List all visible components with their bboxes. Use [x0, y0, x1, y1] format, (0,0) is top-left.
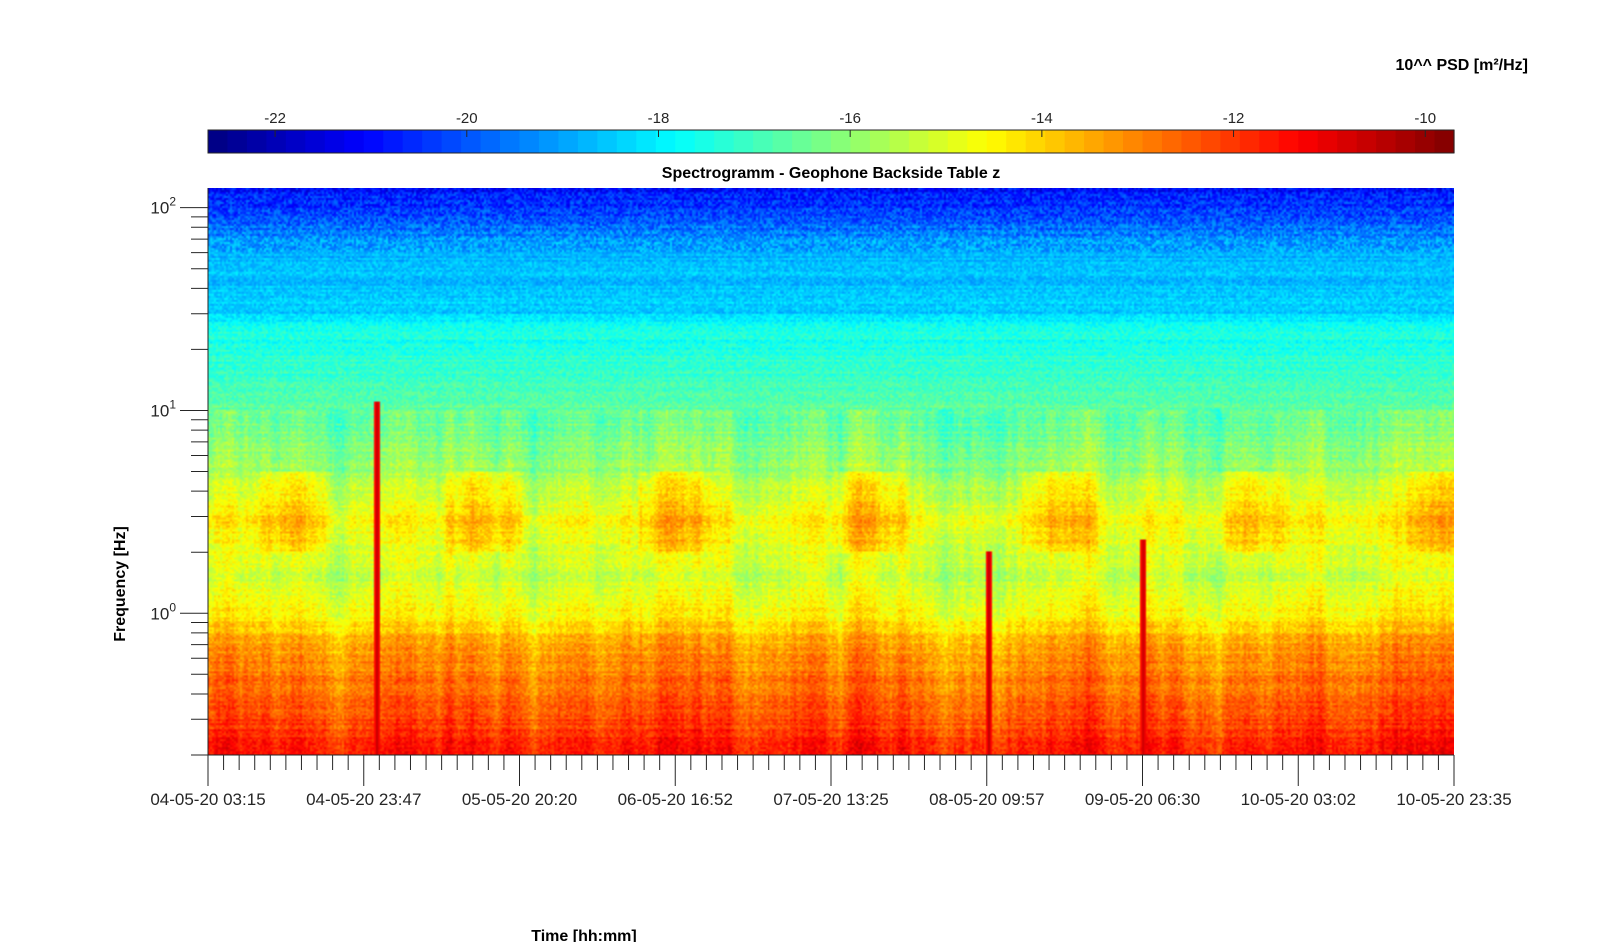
colorbar-bin [655, 130, 676, 153]
colorbar-bin [480, 130, 501, 153]
colorbar-bin [908, 130, 929, 153]
colorbar-bin [1376, 130, 1397, 153]
colorbar-bin [1142, 130, 1163, 153]
colorbar-tick-label: -18 [648, 110, 670, 127]
colorbar-ticks: -22 -20 -18 -16 -14 -12 -10 [264, 110, 1436, 137]
colorbar-tick-label: -16 [839, 110, 861, 127]
plot-area: 100 101 102 04-05-20 03:15 04-05-20 23:47 05… [150, 188, 1512, 809]
colorbar-bin [947, 130, 968, 153]
colorbar-bin [1434, 130, 1455, 153]
colorbar-bin [869, 130, 891, 153]
colorbar-bin [246, 130, 268, 153]
colorbar-bin [577, 130, 598, 153]
colorbar-bin [928, 130, 949, 153]
colorbar-bin [1337, 130, 1358, 153]
colorbar-bin [792, 130, 813, 153]
colorbar-label: 10^^ PSD [m²/Hz] [1396, 57, 1528, 74]
colorbar-bin [714, 130, 735, 153]
colorbar-bin [831, 130, 852, 153]
colorbar-bin [285, 130, 306, 153]
colorbar-bin [1006, 130, 1027, 153]
colorbar-bin [675, 130, 696, 153]
colorbar-frame [207, 129, 1455, 154]
colorbar-bin [1123, 130, 1144, 153]
colorbar-bin [208, 130, 229, 153]
colorbar-tick-label: -20 [456, 110, 478, 127]
colorbar-bin [402, 130, 423, 153]
y-tick-label: 100 [150, 600, 176, 623]
x-tick-label: 04-05-20 03:15 [150, 790, 265, 809]
colorbar-bin [1220, 130, 1241, 153]
colorbar-bin [500, 130, 521, 153]
colorbar-bin [986, 130, 1007, 153]
colorbar-bin [597, 130, 618, 153]
colorbar-bin [1103, 130, 1124, 153]
x-tick-label: 08-05-20 09:57 [929, 790, 1044, 809]
colorbar-bin [811, 130, 832, 153]
colorbar-bin [1259, 130, 1280, 153]
y-tick-label: 101 [150, 397, 176, 420]
colorbar-tick-label: -14 [1031, 110, 1053, 127]
x-axis: 04-05-20 03:15 04-05-20 23:47 05-05-20 20:… [150, 754, 1512, 809]
x-tick-label: 05-05-20 20:20 [462, 790, 577, 809]
colorbar-bin [227, 130, 248, 153]
colorbar-bin [1298, 130, 1319, 153]
colorbar-bin [1278, 130, 1299, 153]
colorbar-bin [1395, 130, 1416, 153]
colorbar-bin [694, 130, 715, 153]
colorbar-bin [967, 130, 988, 153]
colorbar-bin [772, 130, 793, 153]
colorbar-bin [1064, 130, 1085, 153]
colorbar-bin [422, 130, 443, 153]
x-tick-label: 04-05-20 23:47 [306, 790, 421, 809]
colorbar-tick-label: -22 [264, 110, 286, 127]
colorbar-bin [1356, 130, 1377, 153]
colorbar-bin [1200, 130, 1221, 153]
colorbar: -22 -20 -18 -16 -14 -12 -10 [207, 110, 1455, 154]
colorbar-tick-label: -12 [1223, 110, 1245, 127]
colorbar-bin [266, 130, 287, 153]
colorbar-bin [441, 130, 462, 153]
colorbar-bin [1239, 130, 1260, 153]
colorbar-bin [616, 130, 637, 153]
y-tick-label: 102 [150, 195, 176, 218]
colorbar-bin [344, 130, 365, 153]
colorbar-bin [1317, 130, 1338, 153]
colorbar-bin [461, 130, 482, 153]
colorbar-gradient [208, 130, 1455, 153]
colorbar-bin [753, 130, 774, 153]
colorbar-bin [1025, 130, 1046, 153]
colorbar-bin [538, 130, 560, 153]
colorbar-bin [324, 130, 345, 153]
colorbar-bin [363, 130, 384, 153]
colorbar-bin [1045, 130, 1066, 153]
x-tick-label: 09-05-20 06:30 [1085, 790, 1200, 809]
colorbar-bin [1084, 130, 1105, 153]
chart-title: Spectrogramm - Geophone Backside Table z [662, 165, 1000, 182]
colorbar-bin [1415, 130, 1436, 153]
spectrogram-heatmap [208, 188, 1454, 755]
y-axis: 100 101 102 [150, 188, 209, 756]
colorbar-bin [1181, 130, 1202, 153]
colorbar-bin [1161, 130, 1183, 153]
x-tick-label: 10-05-20 03:02 [1241, 790, 1356, 809]
y-axis-label: Frequency [Hz] [112, 526, 129, 642]
x-tick-label: 10-05-20 23:35 [1396, 790, 1511, 809]
x-axis-label: Time [hh:mm] [531, 928, 636, 942]
colorbar-bin [383, 130, 404, 153]
colorbar-bin [850, 130, 871, 153]
x-tick-label: 06-05-20 16:52 [618, 790, 733, 809]
colorbar-tick-label: -10 [1414, 110, 1436, 127]
colorbar-bin [889, 130, 910, 153]
colorbar-bin [519, 130, 540, 153]
colorbar-bin [558, 130, 579, 153]
colorbar-bin [733, 130, 754, 153]
x-tick-label: 07-05-20 13:25 [773, 790, 888, 809]
colorbar-bin [305, 130, 326, 153]
colorbar-bin [636, 130, 657, 153]
